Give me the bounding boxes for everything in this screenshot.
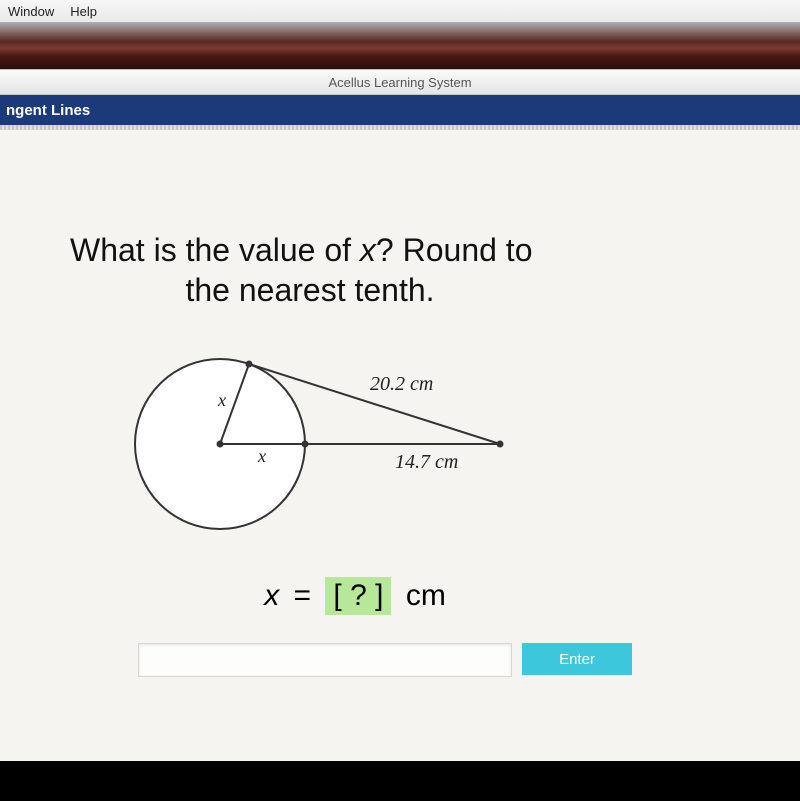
svg-text:20.2 cm: 20.2 cm (370, 373, 433, 395)
answer-box-left: [ (333, 579, 341, 612)
figure: x x 20.2 cm 14.7 cm (100, 334, 600, 559)
section-title: ngent Lines (6, 102, 90, 119)
svg-text:x: x (257, 446, 266, 466)
menu-help[interactable]: Help (70, 4, 97, 19)
answer-box-right: ] (375, 579, 383, 612)
answer-var: x (264, 579, 279, 612)
os-menu-bar: Window Help (0, 0, 800, 23)
app-title: Acellus Learning System (328, 75, 471, 90)
answer-eq: = (294, 579, 312, 612)
app-window: Acellus Learning System ngent Lines What… (0, 70, 800, 761)
enter-button[interactable]: Enter (522, 643, 632, 675)
circle-diagram: x x 20.2 cm 14.7 cm (100, 334, 600, 554)
question-text: What is the value of x? Round to the nea… (70, 230, 670, 310)
question-line2: the nearest tenth. (70, 270, 670, 310)
answer-box: [ ? ] (325, 577, 391, 615)
question-line1-pre: What is the value of (70, 232, 360, 268)
question-line1-post: ? Round to (376, 232, 533, 268)
bottom-bezel (0, 761, 800, 801)
answer-input[interactable] (138, 643, 512, 677)
answer-expression: x = [ ? ] cm (70, 577, 760, 615)
svg-text:x: x (217, 390, 226, 410)
input-row: Enter (70, 643, 760, 677)
answer-unit: cm (406, 579, 446, 612)
menu-window[interactable]: Window (8, 4, 54, 19)
svg-text:14.7 cm: 14.7 cm (395, 451, 458, 473)
app-titlebar: Acellus Learning System (0, 70, 800, 95)
section-bar: ngent Lines (0, 95, 800, 125)
desktop-reflection (0, 22, 800, 70)
content-area: What is the value of x? Round to the nea… (0, 130, 800, 761)
question-var-x: x (360, 232, 376, 268)
answer-box-q: ? (350, 579, 367, 612)
